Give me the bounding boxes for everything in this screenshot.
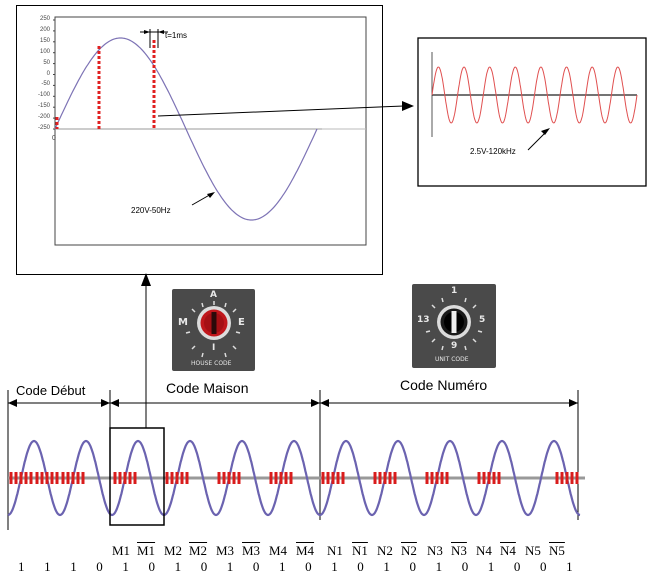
unit-number-9: 9 xyxy=(451,341,458,351)
label-n1-bar: N1 xyxy=(352,543,368,558)
pulse-width-label: t=1ms xyxy=(165,31,188,40)
bit-value: 1 xyxy=(70,559,77,574)
unit-code-caption: UNIT CODE xyxy=(435,356,469,363)
bit-value: 1 xyxy=(122,559,129,574)
unit-number-1: 1 xyxy=(451,286,458,296)
bit-value: 0 xyxy=(461,559,469,574)
house-code-dial-icon xyxy=(185,301,241,358)
y-tick-label: 200 xyxy=(39,26,50,33)
house-letter-m: M xyxy=(178,317,188,328)
burst-markers xyxy=(55,40,156,129)
y-tick-label: -200 xyxy=(37,114,50,121)
house-letter-i: I xyxy=(212,343,216,353)
label-n2-bar: N2 xyxy=(401,543,417,558)
bit-value: 1 xyxy=(174,559,182,574)
bit-value: 0 xyxy=(513,559,521,574)
bit-value: 0 xyxy=(200,559,208,574)
house-code-panel: A M E I HOUSE CODE xyxy=(172,289,255,371)
y-tick-label: -100 xyxy=(37,92,50,99)
label-m2: M2 xyxy=(164,543,183,558)
sine-label-arrowhead xyxy=(207,192,215,198)
section-arrowheads xyxy=(8,399,578,407)
bit-value: 1 xyxy=(383,559,390,574)
y-tick-label: 50 xyxy=(43,59,50,66)
label-m4-bar: M4 xyxy=(296,543,315,558)
code-labels-row: M1 M1 M2 M2 M3 M3 M4 M4 N1 N1 N2 N2 N3 N… xyxy=(0,543,654,561)
label-n4-bar: N4 xyxy=(500,543,516,558)
label-n5: N5 xyxy=(525,543,541,558)
unit-number-5: 5 xyxy=(479,315,486,325)
label-m1-bar: M1 xyxy=(137,543,156,558)
y-tick-label: -150 xyxy=(37,103,50,110)
bit-values-row: 1 1 1 0 1 0 1 0 1 0 1 0 1 0 1 0 1 0 1 0 0 1 xyxy=(0,559,654,577)
zoom-wave-120khz xyxy=(431,66,638,124)
label-n3-bar: N3 xyxy=(451,543,467,558)
y-tick-label: 250 xyxy=(39,16,50,22)
label-n2: N2 xyxy=(377,543,393,558)
bit-value: 1 xyxy=(566,559,573,574)
pulse-arrowhead-left xyxy=(144,30,150,34)
label-m3-bar: M3 xyxy=(242,543,261,558)
house-letter-a: A xyxy=(210,290,217,300)
x-axis-zero-label: 0 xyxy=(52,135,56,142)
zoom-label-pointer xyxy=(527,130,548,151)
bit-value: 1 xyxy=(226,559,234,574)
y-tick-label: -250 xyxy=(37,125,50,131)
unit-code-dial-icon xyxy=(425,297,483,351)
unit-number-13: 13 xyxy=(417,315,430,325)
y-axis-ticks xyxy=(53,19,55,130)
section-label-house: Code Maison xyxy=(166,380,249,396)
y-tick-label: 100 xyxy=(39,48,50,55)
y-tick-label: 0 xyxy=(46,70,50,77)
bit-value: 1 xyxy=(279,559,286,574)
bit-value: 0 xyxy=(305,559,312,574)
bit-value: 1 xyxy=(331,559,338,574)
label-m2-bar: M2 xyxy=(189,543,208,558)
bit-value: 1 xyxy=(435,559,443,574)
bit-value: 0 xyxy=(96,559,103,574)
powerline-sine-wave xyxy=(7,439,581,517)
bit-value: 1 xyxy=(44,559,51,574)
label-m1: M1 xyxy=(112,543,131,558)
section-markers xyxy=(7,390,579,412)
bit-value: 1 xyxy=(18,559,25,574)
bit-value: 0 xyxy=(540,559,547,574)
label-n5-bar: N5 xyxy=(549,543,565,558)
sine-annotation: 220V-50Hz xyxy=(131,206,171,215)
label-m4: M4 xyxy=(269,543,288,558)
zoom-connector-arrowhead xyxy=(402,101,414,111)
label-n3: N3 xyxy=(427,543,443,558)
signal-bursts xyxy=(9,472,579,484)
zoom-connector-line xyxy=(157,105,405,117)
section-label-unit: Code Numéro xyxy=(400,377,488,393)
main-plot-area xyxy=(54,16,367,246)
pulse-arrowhead-right xyxy=(158,30,164,34)
bit-value: 0 xyxy=(409,559,417,574)
label-n4: N4 xyxy=(476,543,492,558)
sine-wave-220v xyxy=(54,37,318,221)
bit-value: 1 xyxy=(487,559,495,574)
unit-code-panel: 1 13 5 9 UNIT CODE xyxy=(412,284,496,368)
selection-connector-arrowhead xyxy=(141,273,151,286)
zoom-annotation: 2.5V-120kHz xyxy=(470,147,516,156)
house-letter-e: E xyxy=(238,317,245,328)
label-n1: N1 xyxy=(327,543,343,558)
section-label-start: Code Début xyxy=(16,383,86,398)
bit-value: 0 xyxy=(357,559,364,574)
y-tick-label: -50 xyxy=(41,81,50,88)
zoom-label-arrowhead xyxy=(541,128,550,135)
label-m3: M3 xyxy=(216,543,235,558)
bit-value: 0 xyxy=(148,559,156,574)
y-tick-label: 150 xyxy=(39,37,50,44)
selection-box xyxy=(109,427,165,526)
house-code-caption: HOUSE CODE xyxy=(191,360,232,367)
bit-value: 0 xyxy=(252,559,260,574)
